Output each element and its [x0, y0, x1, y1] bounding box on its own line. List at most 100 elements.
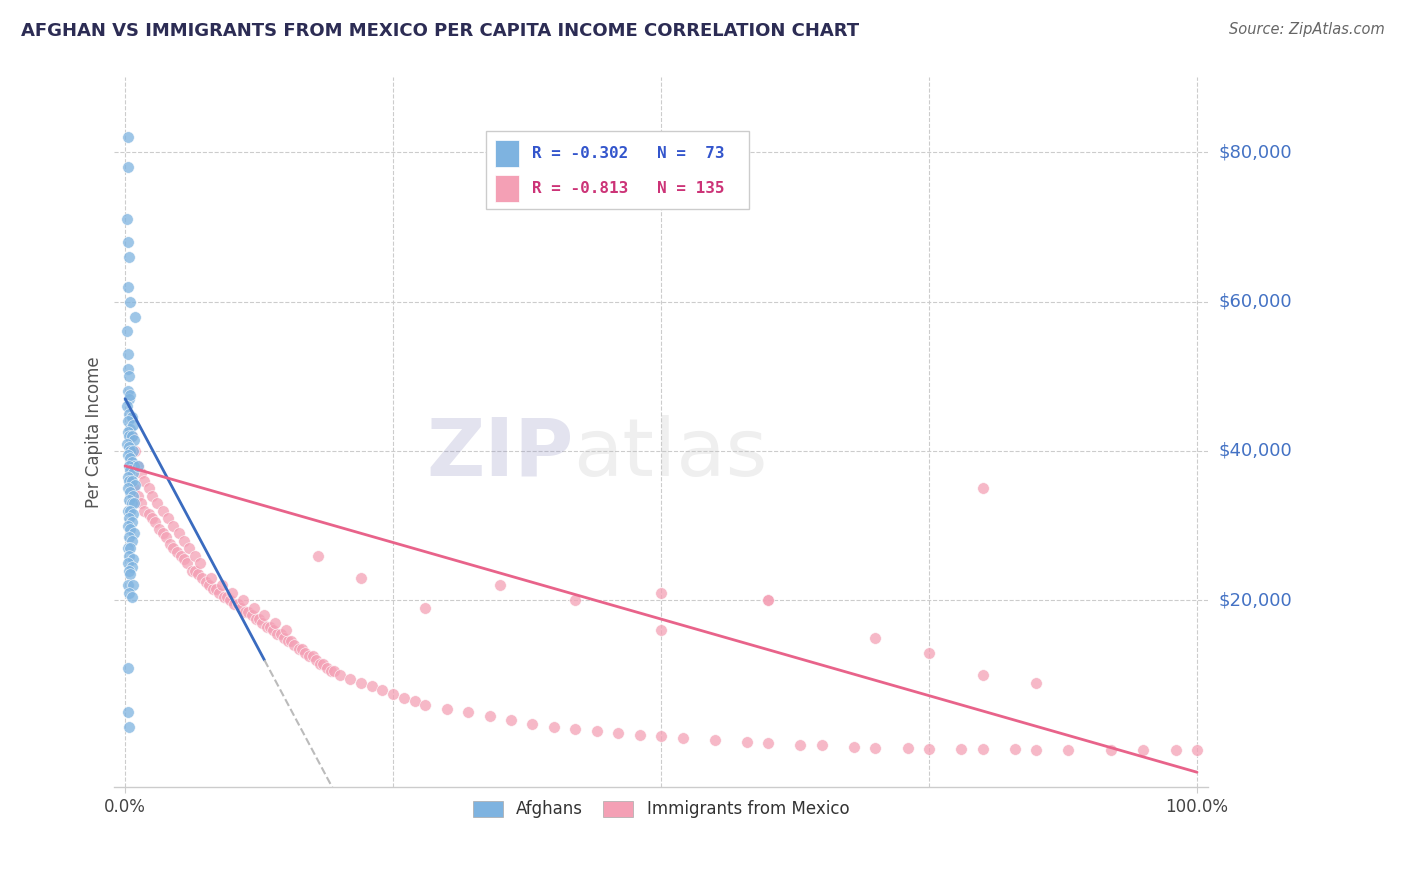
Point [118, 458, 141, 473]
Point [118, 250, 141, 264]
Point [253, 608, 276, 623]
Point [650, 624, 672, 638]
Point [170, 549, 193, 563]
Point [117, 660, 139, 674]
Point [564, 593, 586, 607]
Point [756, 593, 779, 607]
Point [628, 728, 651, 742]
Point [121, 590, 143, 604]
Point [266, 627, 288, 641]
Point [127, 458, 149, 473]
Point [191, 571, 214, 585]
Point [972, 668, 994, 682]
Point [166, 545, 188, 559]
Text: R = -0.813   N = 135: R = -0.813 N = 135 [531, 181, 724, 195]
Point [122, 433, 145, 447]
Point [159, 537, 181, 551]
Point [124, 444, 146, 458]
Point [124, 477, 146, 491]
Text: $60,000: $60,000 [1219, 293, 1292, 310]
Point [273, 631, 295, 645]
Point [200, 571, 222, 585]
Point [117, 235, 139, 249]
Point [188, 556, 211, 570]
Point [543, 720, 565, 734]
Point [1185, 743, 1208, 757]
Point [245, 612, 267, 626]
Point [328, 668, 350, 682]
Point [262, 624, 284, 638]
Point [121, 474, 143, 488]
Point [918, 741, 941, 756]
Point [307, 549, 329, 563]
Point [897, 741, 920, 756]
Point [121, 444, 143, 458]
Text: $80,000: $80,000 [1219, 143, 1292, 161]
Point [118, 530, 141, 544]
Point [671, 731, 693, 745]
Point [339, 672, 361, 686]
Point [117, 212, 139, 227]
Point [650, 586, 672, 600]
Point [564, 722, 586, 736]
Point [138, 508, 160, 522]
Point [120, 388, 142, 402]
Point [117, 541, 139, 555]
Text: atlas: atlas [574, 415, 768, 492]
Point [264, 615, 287, 630]
Point [156, 511, 179, 525]
Point [117, 556, 139, 570]
Point [122, 481, 145, 495]
Legend: Afghans, Immigrants from Mexico: Afghans, Immigrants from Mexico [467, 794, 856, 825]
Point [117, 347, 139, 361]
Point [118, 564, 141, 578]
Point [122, 458, 145, 473]
Text: R = -0.302   N =  73: R = -0.302 N = 73 [531, 146, 724, 161]
Point [117, 130, 139, 145]
Point [120, 444, 142, 458]
Point [270, 627, 292, 641]
Point [120, 567, 142, 582]
Point [283, 638, 305, 652]
Point [162, 518, 184, 533]
Point [211, 578, 233, 592]
Point [179, 541, 201, 555]
Point [117, 399, 139, 413]
Point [176, 556, 198, 570]
Point [117, 706, 139, 720]
Point [117, 279, 139, 293]
Point [121, 410, 143, 425]
Point [233, 605, 256, 619]
Point [865, 740, 887, 755]
Point [215, 590, 238, 604]
Point [124, 310, 146, 324]
Point [117, 414, 139, 428]
Point [1164, 743, 1187, 757]
Point [118, 407, 141, 421]
Point [180, 564, 202, 578]
Point [319, 665, 342, 679]
Point [121, 467, 143, 481]
Point [212, 590, 235, 604]
Point [1004, 742, 1026, 756]
Point [202, 582, 225, 597]
Point [143, 515, 166, 529]
Point [413, 698, 436, 712]
Point [842, 739, 865, 754]
Text: Source: ZipAtlas.com: Source: ZipAtlas.com [1229, 22, 1385, 37]
Point [315, 660, 337, 674]
Point [148, 523, 170, 537]
Point [811, 739, 834, 753]
Point [522, 716, 544, 731]
Point [120, 421, 142, 435]
Point [457, 706, 479, 720]
Point [117, 448, 139, 462]
Y-axis label: Per Capita Income: Per Capita Income [86, 357, 103, 508]
Point [274, 624, 297, 638]
Point [291, 642, 314, 657]
Point [360, 679, 382, 693]
Bar [495, 140, 519, 167]
FancyBboxPatch shape [486, 130, 748, 209]
Point [146, 496, 169, 510]
Point [789, 738, 811, 752]
